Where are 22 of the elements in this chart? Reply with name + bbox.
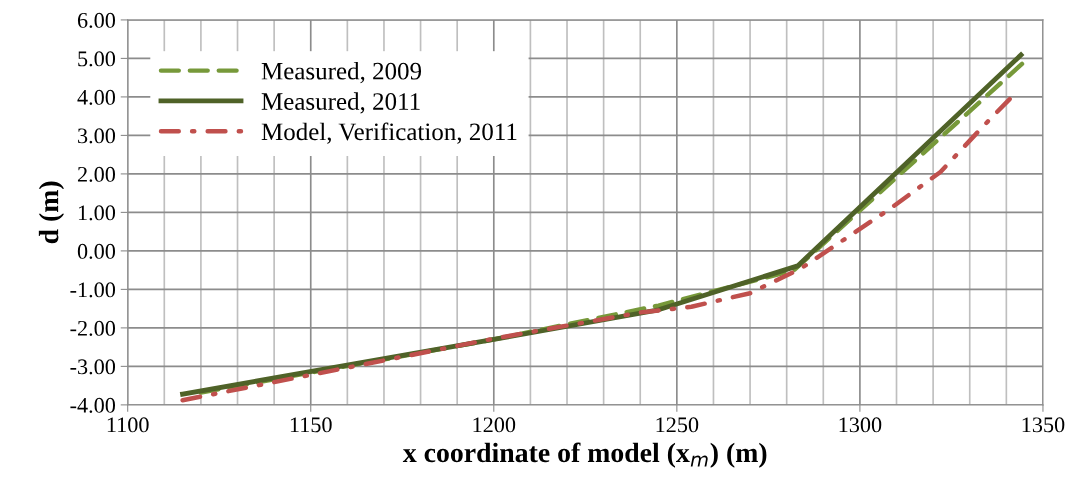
x-tick-label: 1100 xyxy=(107,417,149,433)
y-axis-title: d (m) xyxy=(38,181,65,244)
legend-label: Measured, 2011 xyxy=(261,92,420,114)
x-tick-label: 1150 xyxy=(290,417,332,433)
y-tick-label: -2.00 xyxy=(70,320,116,336)
y-tick-label: -3.00 xyxy=(70,359,116,375)
legend-label: Measured, 2009 xyxy=(261,62,422,84)
x-tick-label: 1350 xyxy=(1022,417,1065,433)
y-tick-label: 0.00 xyxy=(77,243,116,259)
x-tick-label: 1200 xyxy=(473,417,516,433)
x-tick-label: 1250 xyxy=(656,417,699,433)
y-tick-label: 3.00 xyxy=(78,128,116,144)
legend-label: Model, Verification, 2011 xyxy=(261,122,517,144)
y-tick-label: 5.00 xyxy=(78,51,116,67)
x-tick-label: 1300 xyxy=(839,417,882,433)
y-tick-label: 4.00 xyxy=(77,89,116,105)
x-axis-title: x coordinate of model (x$_{m}$) (m) xyxy=(402,442,767,468)
y-tick-label: 1.00 xyxy=(78,205,116,221)
y-tick-label: -4.00 xyxy=(70,397,116,413)
y-tick-label: -1.00 xyxy=(70,282,116,298)
y-tick-label: 6.00 xyxy=(77,12,116,28)
y-tick-label: 2.00 xyxy=(77,166,116,182)
